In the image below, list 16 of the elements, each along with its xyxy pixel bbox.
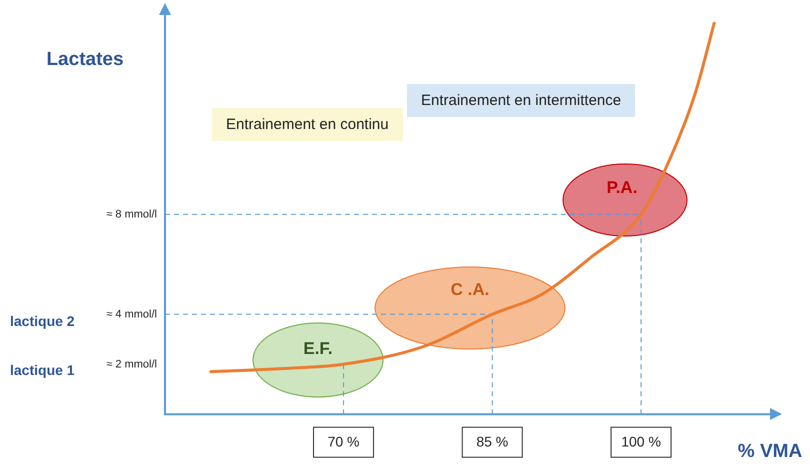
y-tick-label: ≈ 8 mmol/l bbox=[106, 208, 157, 220]
x-tick-label: 70 % bbox=[328, 433, 360, 450]
y-tick-label: ≈ 2 mmol/l bbox=[106, 358, 157, 370]
annotation: E.F. bbox=[303, 339, 333, 359]
line-series bbox=[208, 20, 716, 374]
annotation: Entrainement en continu bbox=[212, 108, 403, 141]
y-axis-title: Lactates bbox=[46, 49, 124, 70]
x-tick-label: 100 % bbox=[621, 433, 661, 450]
text: lactique 1 bbox=[10, 362, 75, 378]
annotation: P.A. bbox=[606, 178, 638, 198]
x-tick-label: 85 % bbox=[476, 433, 508, 450]
annotation: C .A. bbox=[450, 280, 490, 300]
y-tick-label: ≈ 4 mmol/l bbox=[106, 308, 157, 320]
text: lactique 2 bbox=[10, 313, 75, 329]
annotation: Entrainement en intermittence bbox=[407, 84, 636, 117]
x-axis-title: % VMA bbox=[738, 441, 802, 462]
